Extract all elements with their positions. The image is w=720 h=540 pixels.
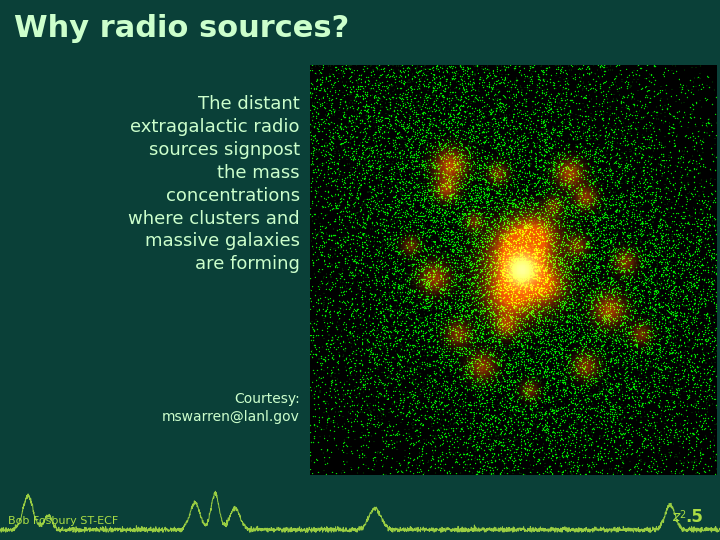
Text: Bob Fosbury ST-ECF: Bob Fosbury ST-ECF bbox=[8, 516, 118, 526]
Text: .5: .5 bbox=[685, 508, 703, 526]
Text: Courtesy:
mswarren@lanl.gov: Courtesy: mswarren@lanl.gov bbox=[162, 392, 300, 424]
Text: 2: 2 bbox=[679, 510, 685, 520]
Text: z: z bbox=[672, 510, 679, 524]
Text: Why radio sources?: Why radio sources? bbox=[14, 14, 349, 43]
Text: The distant
extragalactic radio
sources signpost
the mass
concentrations
where c: The distant extragalactic radio sources … bbox=[128, 95, 300, 273]
